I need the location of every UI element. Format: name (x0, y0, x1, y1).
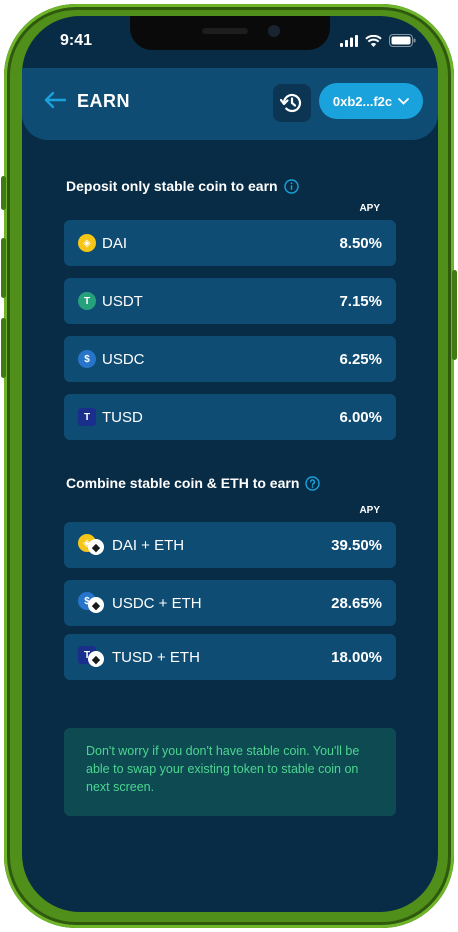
eth-icon: ◆ (88, 597, 104, 613)
silent-switch (1, 176, 6, 210)
tusd-eth-icon-pair: T ◆ (78, 646, 106, 668)
stable-section-title: Deposit only stable coin to earn (66, 178, 299, 194)
status-time: 9:41 (60, 32, 93, 49)
back-arrow-icon[interactable] (44, 92, 66, 108)
notch (130, 16, 330, 50)
info-icon[interactable] (283, 178, 299, 194)
history-icon (279, 93, 302, 113)
pair-row-dai-eth[interactable]: ◈ ◆ DAI + ETH 39.50% (64, 522, 396, 568)
apy-header-combine: APY (359, 505, 380, 516)
front-camera (268, 25, 280, 37)
wallet-address-button[interactable]: 0xb2...f2c (319, 83, 423, 119)
pair-row-usdc-eth[interactable]: $ ◆ USDC + ETH 28.65% (64, 580, 396, 626)
coin-apy: 8.50% (339, 234, 382, 252)
pair-name: DAI + ETH (112, 536, 185, 554)
wallet-address: 0xb2...f2c (332, 93, 393, 109)
coin-name: USDT (102, 292, 143, 310)
coin-name: USDC (102, 350, 145, 368)
power-button (452, 270, 457, 360)
stable-section-title-text: Deposit only stable coin to earn (66, 178, 278, 194)
battery-icon (389, 34, 416, 47)
pair-name: USDC + ETH (112, 594, 202, 612)
wifi-icon (365, 34, 382, 47)
status-bar: 9:41 (22, 16, 438, 68)
pair-row-tusd-eth[interactable]: T ◆ TUSD + ETH 18.00% (64, 634, 396, 680)
eth-icon: ◆ (88, 651, 104, 667)
signal-icon (340, 34, 358, 47)
volume-down-button (1, 318, 6, 378)
pair-apy: 18.00% (331, 648, 382, 666)
volume-up-button (1, 238, 6, 298)
dai-eth-icon-pair: ◈ ◆ (78, 534, 106, 556)
stable-coin-row-tusd[interactable]: T TUSD 6.00% (64, 394, 396, 440)
combine-section-title-text: Combine stable coin & ETH to earn (66, 475, 300, 491)
coin-name: DAI (102, 234, 128, 252)
help-icon[interactable] (305, 475, 321, 491)
pair-name: TUSD + ETH (112, 648, 200, 666)
page-title: EARN (77, 91, 131, 111)
combine-section-title: Combine stable coin & ETH to earn (66, 475, 321, 491)
eth-icon: ◆ (88, 539, 104, 555)
swap-info-note: Don't worry if you don't have stable coi… (64, 728, 396, 816)
coin-apy: 6.00% (339, 408, 382, 426)
apy-header-stable: APY (359, 203, 380, 214)
stable-coin-row-dai[interactable]: ◈ DAI 8.50% (64, 220, 396, 266)
coin-apy: 6.25% (339, 350, 382, 368)
speaker (202, 28, 248, 34)
tusd-icon: T (78, 408, 96, 426)
pair-apy: 28.65% (331, 594, 382, 612)
stable-coin-row-usdc[interactable]: $ USDC 6.25% (64, 336, 396, 382)
history-button[interactable] (273, 84, 311, 122)
app-header: EARN 0xb2...f2c (22, 68, 438, 140)
dai-icon: ◈ (78, 234, 96, 252)
stable-coin-row-usdt[interactable]: T USDT 7.15% (64, 278, 396, 324)
pair-apy: 39.50% (331, 536, 382, 554)
usdt-icon: T (78, 292, 96, 310)
usdc-eth-icon-pair: $ ◆ (78, 592, 106, 614)
coin-apy: 7.15% (339, 292, 382, 310)
status-icons (340, 34, 416, 47)
screen: 9:41 E (22, 16, 438, 912)
chevron-down-icon (398, 97, 410, 105)
usdc-icon: $ (78, 350, 96, 368)
coin-name: TUSD (102, 408, 143, 426)
